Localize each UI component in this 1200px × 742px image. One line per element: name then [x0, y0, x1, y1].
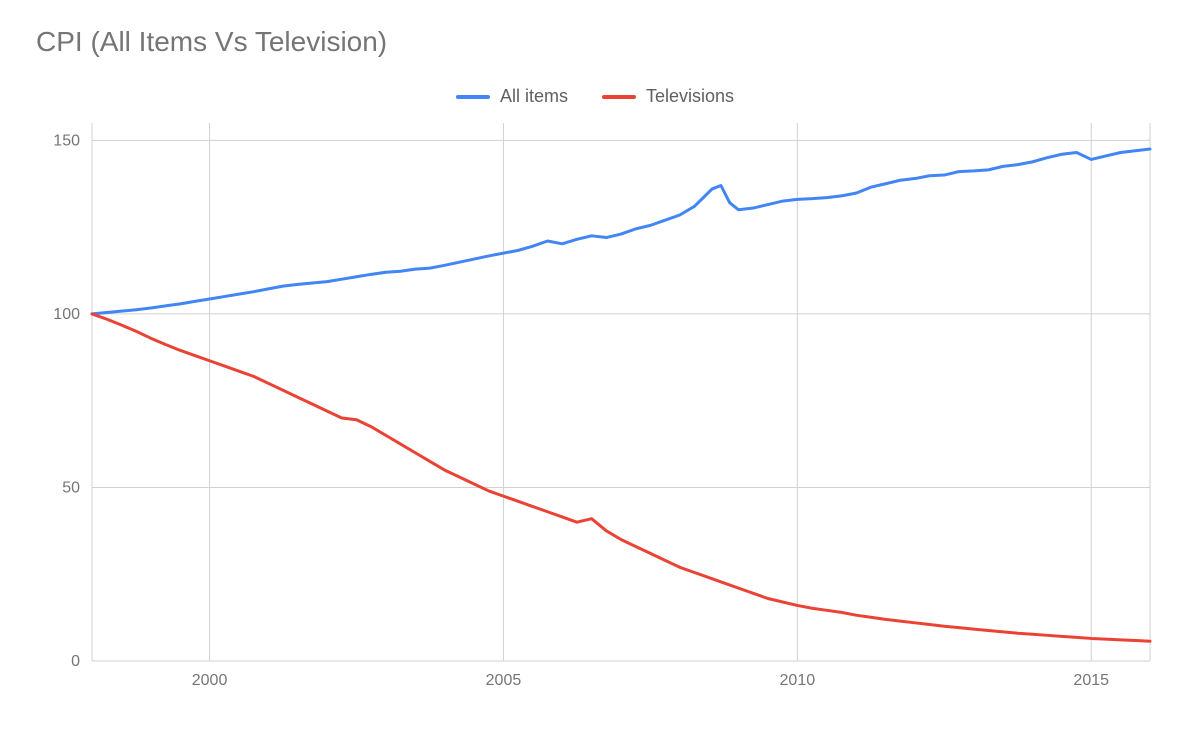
chart-title: CPI (All Items Vs Television): [36, 26, 1160, 58]
legend-swatch: [602, 95, 636, 99]
legend-item-all-items: All items: [456, 86, 568, 107]
legend-item-televisions: Televisions: [602, 86, 734, 107]
series-line: [92, 149, 1150, 314]
y-tick-label: 150: [53, 132, 80, 149]
chart-legend: All items Televisions: [30, 86, 1160, 107]
legend-label: Televisions: [646, 86, 734, 107]
x-tick-label: 2015: [1073, 672, 1109, 689]
chart-container: CPI (All Items Vs Television) All items …: [0, 0, 1200, 742]
x-tick-label: 2010: [780, 672, 816, 689]
y-tick-label: 50: [62, 479, 80, 496]
legend-swatch: [456, 95, 490, 99]
y-tick-label: 0: [71, 653, 80, 670]
series-line: [92, 314, 1150, 641]
x-tick-label: 2005: [486, 672, 522, 689]
y-tick-label: 100: [53, 306, 80, 323]
chart-plot: 0 50 100 150 2000 2005 2010 2015: [30, 113, 1160, 693]
legend-label: All items: [500, 86, 568, 107]
x-tick-label: 2000: [192, 672, 228, 689]
